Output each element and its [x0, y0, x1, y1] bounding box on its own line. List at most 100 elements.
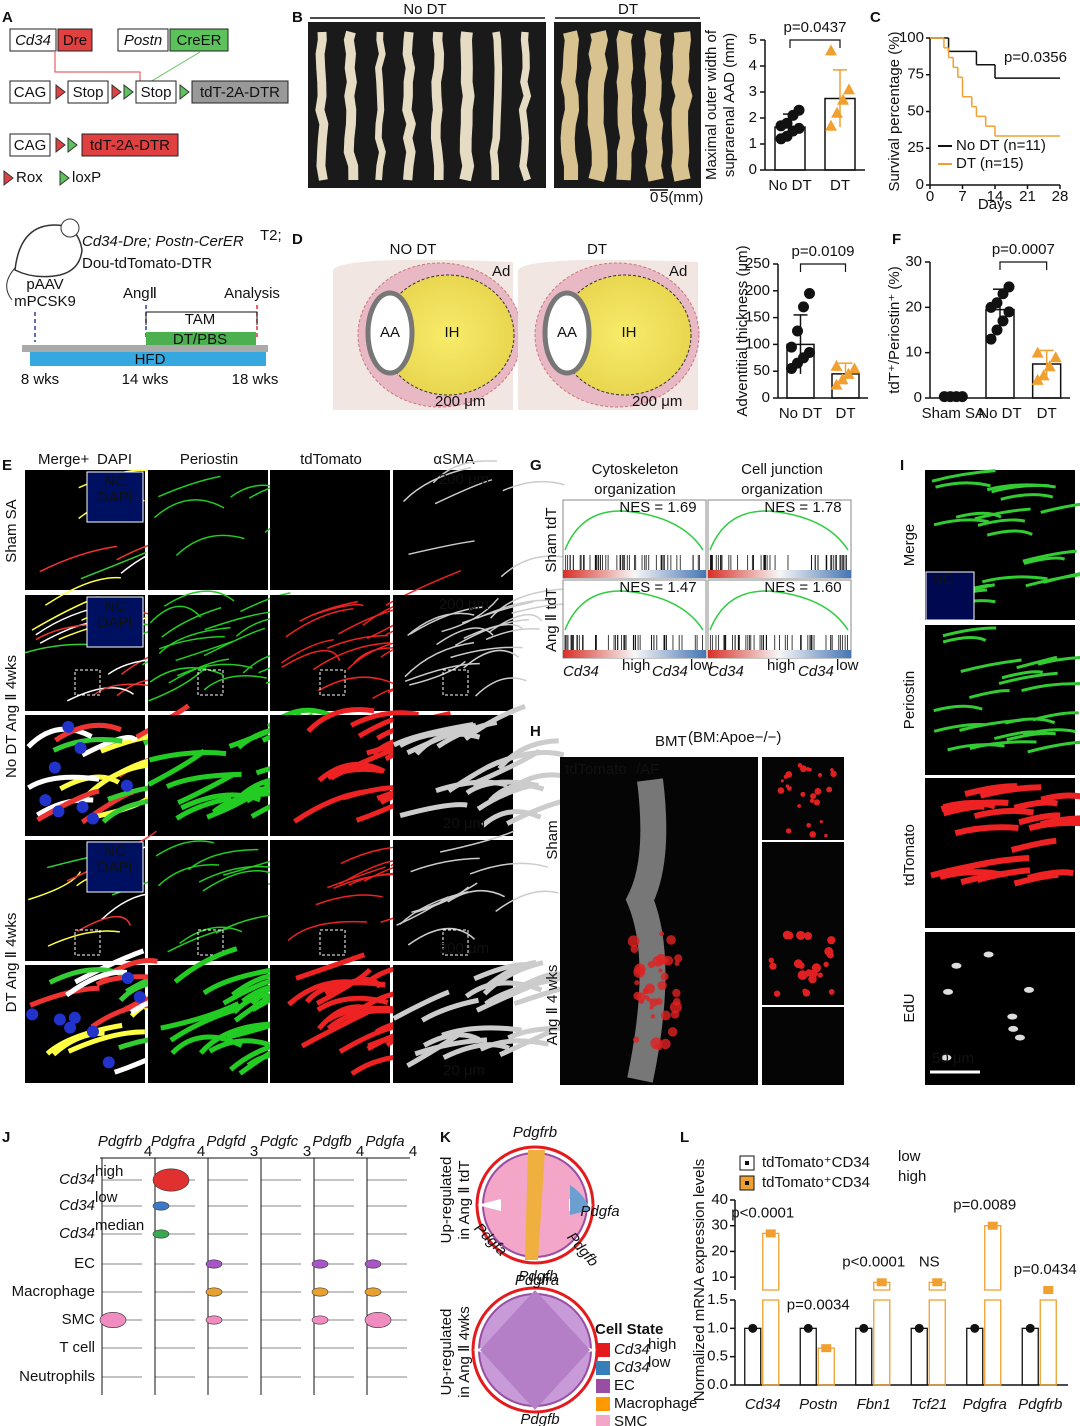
signal [933, 518, 989, 527]
label: loxP [72, 169, 101, 186]
micrograph [148, 840, 268, 961]
signal [206, 785, 261, 820]
x-tick-label: Pdgfra [963, 1396, 1007, 1413]
timeline-label: DT/PBS [173, 331, 227, 348]
signal [986, 483, 1056, 492]
violin [152, 1229, 170, 1239]
signal [240, 592, 291, 613]
axis-tick-label: 3 [303, 1143, 311, 1160]
x-tick-label: DT [830, 177, 850, 194]
data-point [997, 315, 1009, 327]
aorta [374, 31, 386, 181]
signal [148, 666, 207, 702]
signal [960, 870, 1008, 886]
axis-label: Cd34 [708, 663, 744, 680]
vessel [625, 778, 667, 1083]
signal [404, 662, 480, 683]
axis-title: Days [978, 196, 1012, 213]
nucleus [120, 779, 133, 792]
construct-label: Postn [124, 32, 162, 49]
tdtomato-signal [667, 1027, 678, 1037]
signal [385, 569, 462, 606]
y-tick-label: 25 [907, 139, 924, 156]
signal [942, 626, 997, 638]
legend-dot [745, 1161, 749, 1165]
axis-tick-label: 4 [144, 1143, 152, 1160]
timeline-label: AngⅡ [123, 285, 157, 302]
tdtomato-signal [670, 1010, 680, 1019]
mouse-tail [6, 267, 16, 301]
x-tick-label: Fbn1 [857, 1396, 891, 1413]
panel-label: H [530, 723, 541, 740]
nucleus [133, 990, 146, 1003]
region-label: IH [622, 324, 637, 341]
gene-label: Pdgfb [520, 1411, 559, 1426]
data-point [793, 104, 805, 116]
signal [409, 606, 484, 635]
edu-nucleus [1008, 1025, 1019, 1032]
group-label: DT [587, 241, 607, 258]
zoom-box [197, 929, 224, 956]
panel-label: K [440, 1129, 451, 1146]
axis-title: suprarenal AAD (mm) [721, 33, 738, 177]
data-point [1043, 1286, 1054, 1294]
axis-label: high [622, 657, 650, 674]
region-label: Ad [669, 263, 687, 280]
axis-label: Cd34 [563, 663, 599, 680]
group-label: NO DT [390, 241, 437, 258]
y-tick-label: 0.0 [707, 1376, 728, 1393]
signal [481, 809, 542, 828]
cell-label: Macrophage [12, 1283, 95, 1300]
data-point [821, 1344, 832, 1353]
enrichment-curve [564, 590, 704, 631]
data-point [781, 117, 793, 129]
cell-label: T cell [59, 1339, 95, 1356]
signal [327, 866, 386, 889]
data-point [793, 122, 805, 134]
bar [744, 1327, 762, 1386]
bar-lower [762, 1299, 780, 1386]
cell-label: Cd34 [59, 1197, 95, 1214]
zoom-box [442, 669, 469, 696]
violin [364, 1259, 382, 1269]
signal [1001, 670, 1044, 680]
timeline-label: 8 wks [21, 371, 59, 388]
y-tick-label: 10 [905, 344, 922, 361]
construct-label: Cd34 [15, 32, 51, 49]
signal [414, 731, 481, 756]
signal [158, 626, 231, 655]
scale-label: 0 [650, 189, 658, 206]
signal [485, 627, 540, 641]
data-point [991, 324, 1003, 336]
signal [1010, 837, 1057, 853]
nucleus [76, 800, 89, 813]
column-header: Periostin [180, 451, 238, 468]
data-point [1025, 1323, 1035, 1333]
signal [399, 802, 468, 819]
signal [161, 606, 222, 638]
tdtomato-signal [646, 997, 651, 1002]
tdtomato-signal [802, 989, 811, 997]
bar [855, 1327, 873, 1386]
y-tick-label: 100 [745, 335, 770, 352]
panel-label: B [292, 9, 303, 26]
row-label: Ang Ⅱ 4 wks [544, 965, 561, 1046]
zoom [762, 842, 844, 925]
signal [204, 610, 274, 631]
signal [1013, 799, 1059, 811]
tdtomato-signal [672, 988, 681, 998]
tdtomato-signal [814, 787, 822, 795]
signal [1021, 682, 1080, 692]
site-marker [111, 83, 122, 101]
row-label: Sham [544, 820, 561, 859]
inset-label: NC [104, 473, 126, 490]
axis-tick-label: 4 [197, 1143, 205, 1160]
tdtomato-signal [823, 961, 829, 968]
construct-label: tdT-2A-DTR [90, 137, 170, 154]
x-tick-label: 7 [958, 188, 966, 205]
y-tick-label: 5 [749, 31, 757, 48]
gsea-title: Cell junction [741, 461, 823, 478]
tdtomato-signal [674, 954, 683, 963]
axis-label: low [836, 657, 859, 674]
signal [155, 840, 215, 857]
